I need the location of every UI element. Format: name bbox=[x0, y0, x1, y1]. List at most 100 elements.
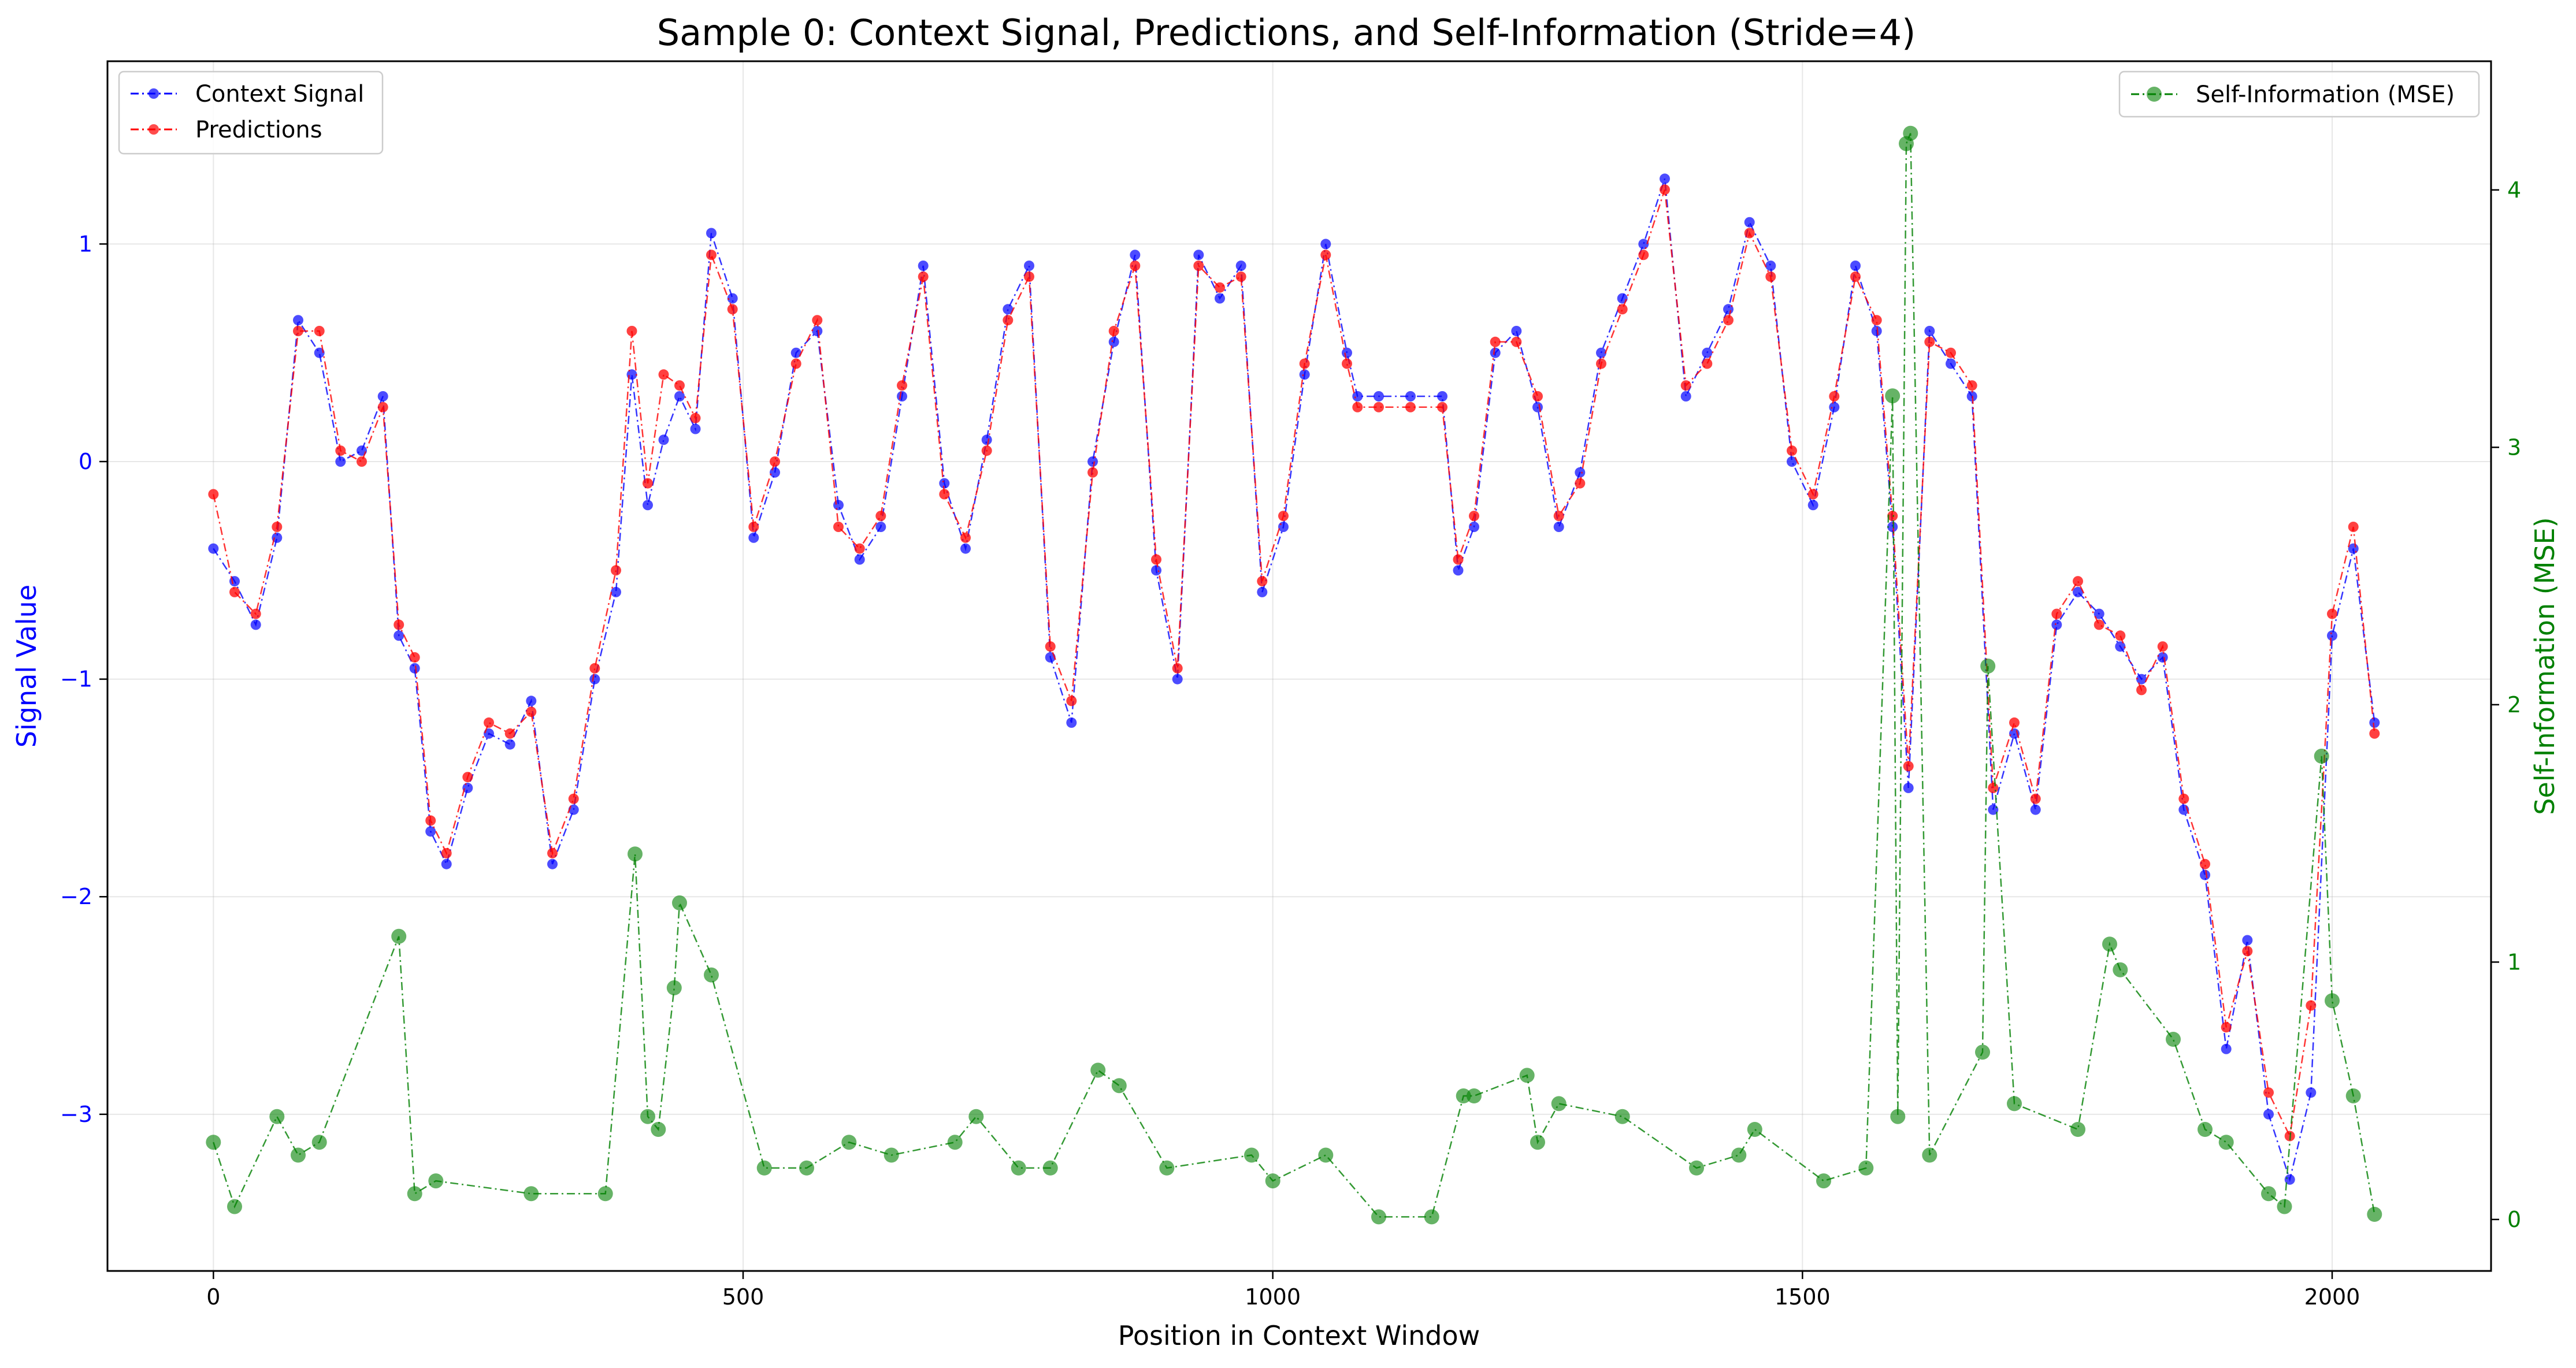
data-point bbox=[1244, 1147, 1259, 1163]
data-point bbox=[462, 772, 473, 783]
data-point bbox=[377, 402, 388, 412]
data-point bbox=[1575, 467, 1586, 478]
data-point bbox=[1235, 261, 1246, 271]
data-point bbox=[2073, 586, 2083, 597]
data-point bbox=[2157, 641, 2168, 652]
data-point bbox=[2166, 1032, 2181, 1047]
data-point bbox=[2221, 1022, 2232, 1033]
chart-title: Sample 0: Context Signal, Predictions, a… bbox=[657, 12, 1916, 54]
plot-frame bbox=[106, 60, 2492, 1272]
data-point bbox=[1744, 228, 1755, 239]
data-point bbox=[1193, 250, 1204, 261]
data-point bbox=[1885, 388, 1901, 404]
data-point bbox=[727, 304, 738, 315]
data-point bbox=[1596, 358, 1606, 369]
y-right-tick-label: 2 bbox=[2507, 692, 2521, 718]
data-point bbox=[1975, 1044, 1990, 1060]
data-point bbox=[1042, 1160, 1058, 1176]
data-point bbox=[1320, 239, 1331, 250]
data-point bbox=[1278, 511, 1289, 522]
data-point bbox=[1003, 304, 1014, 315]
legend-predictions-marker bbox=[149, 124, 159, 135]
series-0 bbox=[208, 173, 2380, 1185]
data-point bbox=[1193, 261, 1204, 271]
data-point bbox=[1159, 1160, 1175, 1176]
data-point bbox=[229, 586, 240, 597]
data-point bbox=[2094, 619, 2104, 630]
data-point bbox=[812, 315, 823, 326]
data-point bbox=[1090, 1062, 1106, 1078]
data-point bbox=[672, 895, 687, 910]
data-point bbox=[1172, 674, 1183, 685]
x-tick-label: 1000 bbox=[1245, 1284, 1301, 1310]
data-point bbox=[335, 456, 346, 467]
x-tick-label: 500 bbox=[722, 1284, 764, 1310]
data-point bbox=[939, 489, 950, 500]
data-point bbox=[1235, 271, 1246, 282]
data-point bbox=[335, 445, 346, 456]
data-point bbox=[1511, 326, 1522, 336]
data-point bbox=[1437, 391, 1447, 402]
data-point bbox=[2115, 641, 2126, 652]
data-point bbox=[1371, 1209, 1386, 1225]
series-2 bbox=[206, 125, 2382, 1225]
data-point bbox=[1731, 1147, 1747, 1163]
data-point bbox=[1024, 271, 1034, 282]
series-layer bbox=[206, 125, 2382, 1225]
data-point bbox=[504, 728, 515, 739]
legend-selfinfo-marker bbox=[2147, 87, 2162, 102]
data-point bbox=[690, 412, 701, 423]
data-point bbox=[918, 261, 929, 271]
data-point bbox=[2115, 630, 2126, 641]
data-point bbox=[2200, 858, 2210, 869]
data-point bbox=[425, 815, 436, 826]
data-point bbox=[441, 847, 452, 858]
data-point bbox=[2094, 608, 2104, 619]
data-point bbox=[1278, 522, 1289, 532]
legend-left: Context Signal Predictions bbox=[118, 70, 384, 155]
y-left-tick-label: −2 bbox=[60, 884, 92, 909]
data-point bbox=[897, 380, 907, 391]
data-point bbox=[357, 456, 367, 467]
data-point bbox=[206, 1135, 221, 1150]
data-point bbox=[875, 511, 886, 522]
data-point bbox=[947, 1135, 963, 1150]
data-point bbox=[640, 1109, 655, 1124]
data-point bbox=[1787, 456, 1797, 467]
data-point bbox=[790, 358, 801, 369]
data-point bbox=[1469, 511, 1479, 522]
data-point bbox=[1946, 347, 1956, 358]
data-point bbox=[1946, 358, 1956, 369]
data-point bbox=[1130, 261, 1141, 271]
data-point bbox=[2051, 608, 2062, 619]
data-point bbox=[589, 674, 600, 685]
data-point bbox=[425, 826, 436, 837]
data-point bbox=[666, 980, 682, 995]
legend-left-frame bbox=[118, 70, 384, 155]
data-point bbox=[526, 696, 537, 707]
data-point bbox=[377, 391, 388, 402]
data-point bbox=[1747, 1122, 1762, 1137]
data-point bbox=[524, 1186, 539, 1202]
data-point bbox=[1511, 336, 1522, 347]
data-point bbox=[2242, 935, 2253, 946]
legend-predictions-label: Predictions bbox=[195, 117, 322, 143]
data-point bbox=[1702, 347, 1713, 358]
data-point bbox=[2369, 717, 2380, 728]
data-point bbox=[2178, 793, 2189, 804]
legend-selfinfo-label: Self-Information (MSE) bbox=[2196, 81, 2455, 108]
data-point bbox=[2136, 674, 2147, 685]
data-point bbox=[504, 739, 515, 750]
x-tick-label: 1500 bbox=[1775, 1284, 1831, 1310]
data-point bbox=[1702, 358, 1713, 369]
data-point bbox=[1980, 659, 1996, 674]
data-point bbox=[2325, 993, 2340, 1009]
data-point bbox=[1966, 380, 1977, 391]
data-point bbox=[462, 782, 473, 793]
data-point bbox=[1689, 1160, 1704, 1176]
data-point bbox=[1858, 1160, 1874, 1176]
data-point bbox=[799, 1160, 814, 1176]
legend-context-label: Context Signal bbox=[195, 81, 364, 107]
data-point bbox=[2009, 717, 2020, 728]
data-point bbox=[643, 500, 653, 511]
